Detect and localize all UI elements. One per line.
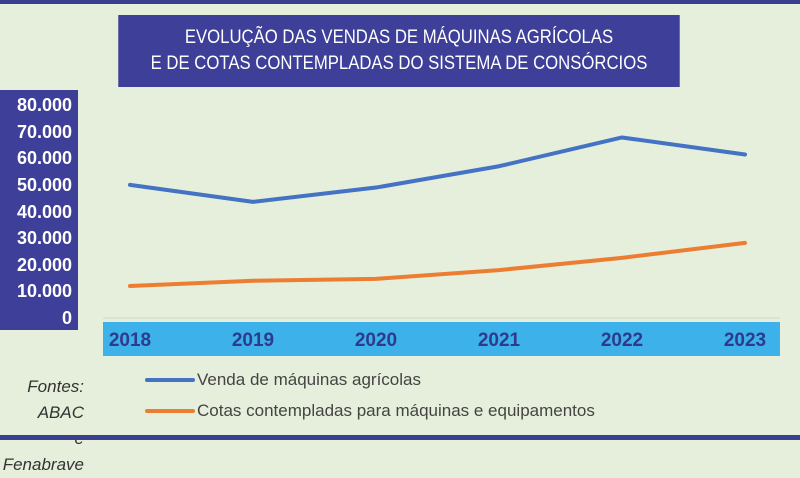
y-tick-label: 20.000 — [16, 254, 72, 275]
y-tick-label: 50.000 — [16, 174, 72, 195]
y-tick-label: 0 — [61, 308, 72, 328]
x-tick-label: 2021 — [477, 330, 521, 351]
top-border — [0, 0, 800, 4]
y-tick-label: 40.000 — [16, 201, 72, 222]
x-tick-label: 2020 — [354, 330, 398, 351]
plot-area — [103, 135, 780, 319]
source-line-2: e Fenabrave — [2, 429, 84, 474]
legend-item-machines: Venda de máquinas agrícolas — [145, 370, 421, 390]
legend-label: Venda de máquinas agrícolas — [197, 370, 421, 389]
x-tick-label: 2023 — [723, 330, 767, 351]
series-line-0 — [128, 135, 747, 204]
title-line-1: EVOLUÇÃO DAS VENDAS DE MÁQUINAS AGRÍCOLA… — [184, 27, 614, 48]
source-line-1: Fontes: ABAC — [27, 377, 84, 422]
legend-item-quotas: Cotas contempladas para máquinas e equip… — [145, 401, 595, 421]
source-note: Fontes: ABAC e Fenabrave — [0, 374, 84, 478]
x-axis-band — [103, 322, 780, 356]
x-tick-label: 2019 — [231, 330, 275, 351]
y-tick-label: 60.000 — [16, 148, 72, 169]
legend-swatch-blue — [145, 378, 195, 382]
y-tick-label: 70.000 — [16, 121, 72, 142]
x-tick-label: 2018 — [108, 330, 152, 351]
bottom-border — [0, 435, 800, 440]
series-line-1 — [128, 240, 747, 289]
y-tick-label: 30.000 — [16, 228, 72, 249]
x-tick-label: 2022 — [600, 330, 644, 351]
chart-title: EVOLUÇÃO DAS VENDAS DE MÁQUINAS AGRÍCOLA… — [118, 15, 680, 87]
title-line-2: E DE COTAS CONTEMPLADAS DO SISTEMA DE CO… — [150, 53, 648, 74]
legend-label: Cotas contempladas para máquinas e equip… — [197, 401, 595, 420]
legend-swatch-orange — [145, 409, 195, 413]
y-axis: 80.000 70.000 60.000 50.000 40.000 30.000 20.0… — [0, 90, 78, 330]
y-tick-label: 10.000 — [16, 281, 72, 302]
y-tick-label: 80.000 — [16, 95, 72, 115]
